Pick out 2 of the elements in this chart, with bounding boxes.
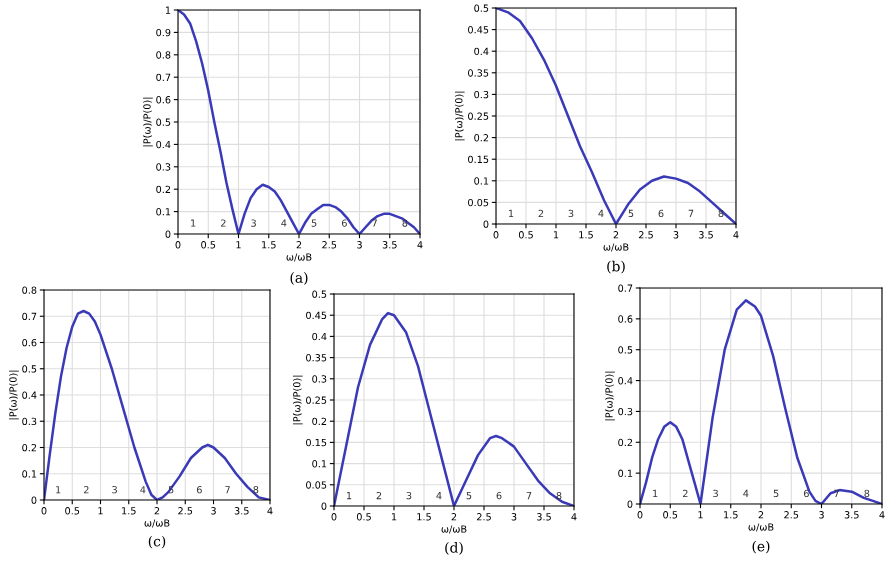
line-series (496, 8, 736, 224)
line-series (178, 10, 420, 234)
